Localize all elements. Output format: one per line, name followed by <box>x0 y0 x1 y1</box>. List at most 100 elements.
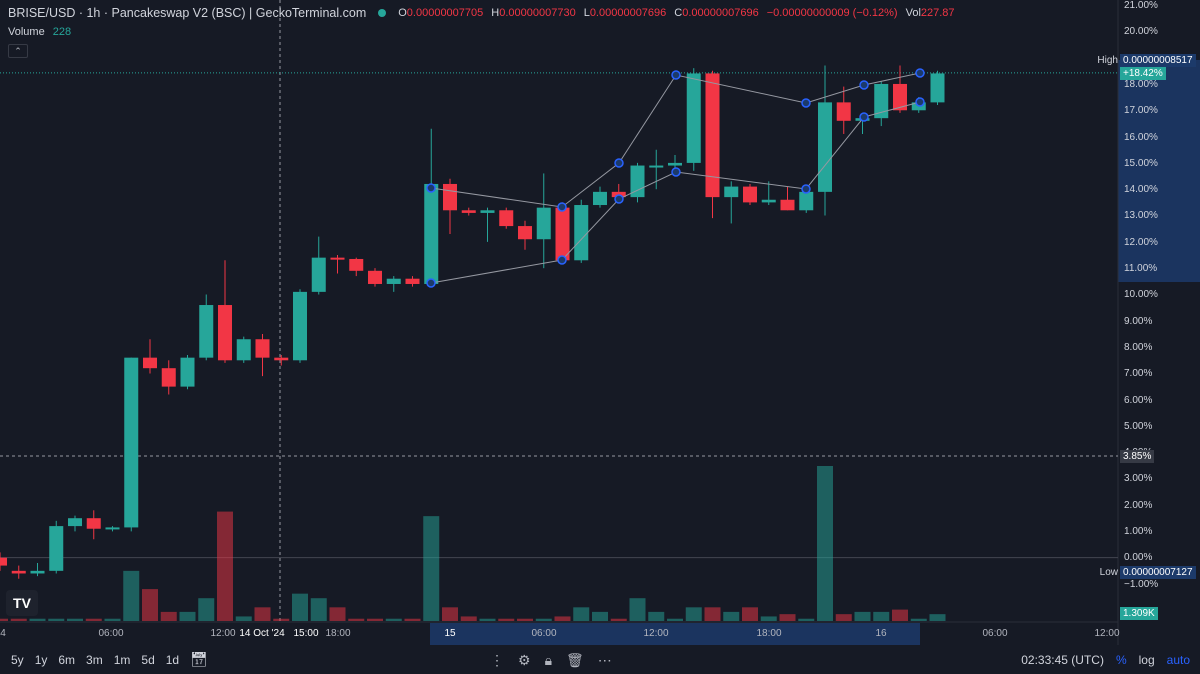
pattern-anchor-point <box>801 184 811 194</box>
price-tick-label: 13.00% <box>1124 210 1158 222</box>
low-label: L <box>583 7 590 19</box>
volume-bar <box>610 618 627 621</box>
volume-bar <box>48 618 65 621</box>
pattern-anchor-point <box>671 167 681 177</box>
volume-bar <box>554 616 571 621</box>
candle-body <box>311 257 326 292</box>
volume-bar <box>835 614 852 621</box>
time-tick-label: 06:00 <box>531 628 557 639</box>
settings-icon[interactable]: ⚙ <box>518 651 531 668</box>
candle-body <box>630 165 645 198</box>
candle-body <box>686 73 701 163</box>
more-icon[interactable]: ⋯ <box>597 651 612 668</box>
pattern-anchor-point <box>915 68 925 78</box>
candle-body <box>836 102 851 121</box>
volume-bar <box>67 618 83 621</box>
price-tick-label: 7.00% <box>1124 368 1153 380</box>
volume-bar <box>385 618 402 621</box>
volume-value: 228 <box>52 26 72 38</box>
volume-bar <box>723 611 740 621</box>
volume-bar <box>160 611 177 621</box>
candle-body <box>555 207 570 261</box>
trash-icon[interactable]: 🗑︎ <box>566 651 584 668</box>
timeframe-1y[interactable]: 1y <box>34 652 48 667</box>
volume-bar <box>854 611 871 621</box>
time-tick-label: 18:00 <box>325 628 351 639</box>
volume-bar <box>873 611 890 621</box>
volume-bar <box>498 618 515 621</box>
volume-bar <box>667 618 683 621</box>
bottom-toolbar: 5y 1y 6m 3m 1m 5d 1d 📅︎ <box>0 645 1200 674</box>
price-tick-label: 15.00% <box>1124 157 1158 169</box>
candle-body <box>105 527 120 530</box>
vol-value: 227.87 <box>920 7 955 19</box>
symbol-title[interactable]: BRISE/USD · 1h · Pancakeswap V2 (BSC) | … <box>8 6 367 20</box>
candle-body <box>705 73 720 198</box>
low-label: Low <box>1099 567 1118 578</box>
candle-body <box>11 570 26 574</box>
volume-bar <box>85 618 102 621</box>
volume-bar <box>10 618 27 621</box>
price-tick-label: 12.00% <box>1124 236 1158 248</box>
volume-bar <box>142 589 158 621</box>
volume-legend[interactable]: Volume 228 <box>8 26 71 38</box>
high-pct-tag: +18.42% <box>1120 67 1166 80</box>
candle-body <box>518 226 532 240</box>
candle-body <box>499 210 514 227</box>
percent-scale-button[interactable]: % <box>1115 653 1127 667</box>
candle-body <box>424 183 439 284</box>
pattern-anchor-point <box>557 255 567 265</box>
log-scale-button[interactable]: log <box>1138 653 1155 667</box>
timeframe-1d[interactable]: 1d <box>165 652 180 667</box>
volume-bar <box>892 609 908 621</box>
collapse-legend-button[interactable]: ⌃ <box>8 44 28 58</box>
volume-bar <box>648 611 665 621</box>
candle-body <box>780 199 795 211</box>
price-tick-label: −1.00% <box>1124 578 1159 590</box>
volume-bar <box>348 618 365 621</box>
volume-bar <box>0 618 8 621</box>
time-tick-label: 12:00 <box>643 628 669 639</box>
time-tick-label: 15 <box>444 628 456 639</box>
price-tick-label: 17.00% <box>1124 105 1158 117</box>
timeframe-5y[interactable]: 5y <box>11 652 24 667</box>
candle-body <box>480 210 495 213</box>
volume-bar <box>592 611 608 621</box>
volume-bar <box>179 611 196 621</box>
tradingview-logo[interactable]: TV <box>6 590 38 616</box>
time-tick-label: 06:00 <box>982 628 1008 639</box>
volume-bar <box>254 607 271 621</box>
candle-body <box>761 199 776 203</box>
candle-body <box>255 339 270 358</box>
timeframe-6m[interactable]: 6m <box>58 652 76 667</box>
candle-body <box>274 357 289 361</box>
candle-body <box>236 339 251 361</box>
candle-body <box>293 291 307 361</box>
price-tick-label: 3.00% <box>1124 473 1153 485</box>
candle-body <box>161 368 176 387</box>
chart-area[interactable] <box>0 0 1200 645</box>
price-tick-label: 16.00% <box>1124 131 1158 143</box>
volume-bar <box>685 607 702 621</box>
pattern-anchor-point <box>859 80 869 90</box>
timeframe-3m[interactable]: 3m <box>86 652 103 667</box>
timeframe-1m[interactable]: 1m <box>113 652 131 667</box>
timeframe-5d[interactable]: 5d <box>141 652 155 667</box>
date-range-icon[interactable]: 📅︎ <box>190 651 208 667</box>
time-range-highlight <box>430 623 920 645</box>
candle-body <box>724 186 739 198</box>
candle-body <box>443 183 457 211</box>
drag-handle-icon[interactable]: ⋮ <box>490 651 504 668</box>
candle-body <box>30 570 45 574</box>
open-value: 0.00000007705 <box>406 7 484 19</box>
price-tick-label: 21.00% <box>1124 0 1158 11</box>
auto-scale-button[interactable]: auto <box>1166 653 1190 667</box>
high-range-highlight <box>1118 60 1200 282</box>
lock-icon[interactable]: 🔒︎ <box>544 651 553 668</box>
price-tick-label: 8.00% <box>1124 341 1153 353</box>
pattern-anchor-point <box>614 194 624 204</box>
utc-clock[interactable]: 02:33:45 (UTC) <box>1021 653 1104 667</box>
candle-body <box>930 73 945 103</box>
volume-bar <box>198 598 215 621</box>
volume-bar <box>235 616 252 621</box>
